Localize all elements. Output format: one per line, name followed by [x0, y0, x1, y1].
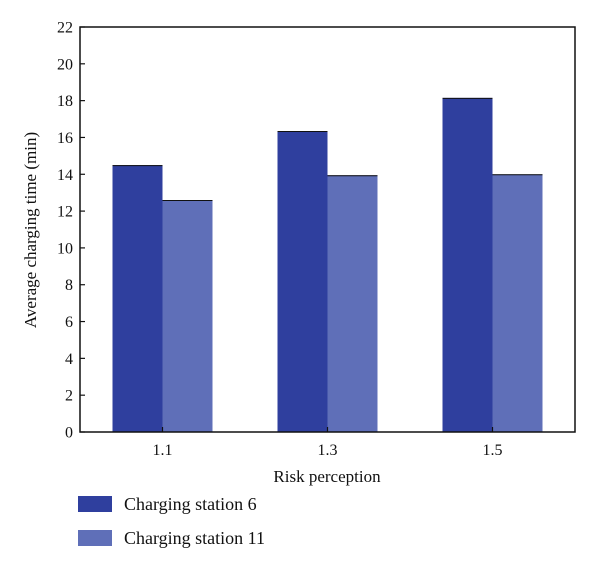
bars-group — [112, 97, 543, 433]
x-tick-label: 1.1 — [153, 442, 173, 459]
x-tick-label: 1.3 — [318, 442, 338, 459]
legend: Charging station 6 Charging station 11 — [78, 492, 265, 560]
y-tick-label: 20 — [57, 56, 73, 73]
legend-label-series-1: Charging station 6 — [124, 493, 257, 514]
y-tick-label: 16 — [57, 130, 73, 147]
x-tick-label: 1.5 — [483, 442, 503, 459]
y-tick-label: 4 — [65, 351, 73, 368]
y-axis-ticks: 0 2 4 6 8 10 12 14 16 18 20 22 — [57, 20, 85, 442]
y-tick-label: 10 — [57, 240, 73, 257]
legend-swatch-series-2 — [78, 530, 112, 546]
bar-series-1-1.3 — [277, 131, 328, 433]
bar-series-1-1.1 — [112, 165, 163, 432]
y-tick-label: 18 — [57, 93, 73, 110]
legend-item-series-2: Charging station 11 — [78, 526, 265, 550]
bar-series-1-1.5 — [442, 97, 493, 432]
legend-label-series-2: Charging station 11 — [124, 527, 265, 548]
y-tick-label: 22 — [57, 20, 73, 37]
y-tick-label: 6 — [65, 314, 73, 331]
y-tick-label: 8 — [65, 277, 73, 294]
y-axis-title: Average charging time (min) — [21, 132, 40, 328]
bar-chart: 0 2 4 6 8 10 12 14 16 18 20 22 1.1 1.3 1.5 Risk perce… — [21, 20, 576, 486]
x-axis-title: Risk perception — [273, 467, 381, 486]
plot-frame — [79, 26, 576, 433]
y-tick-label: 2 — [65, 388, 73, 405]
bar-series-2-1.1 — [162, 200, 213, 432]
legend-swatch-series-1 — [78, 496, 112, 512]
bar-series-2-1.3 — [327, 175, 378, 432]
legend-item-series-1: Charging station 6 — [78, 492, 265, 516]
y-tick-label: 0 — [65, 425, 73, 442]
bar-series-2-1.5 — [492, 174, 543, 433]
y-tick-label: 12 — [57, 204, 73, 221]
x-axis-ticks: 1.1 1.3 1.5 — [153, 427, 503, 459]
y-tick-label: 14 — [57, 167, 73, 184]
